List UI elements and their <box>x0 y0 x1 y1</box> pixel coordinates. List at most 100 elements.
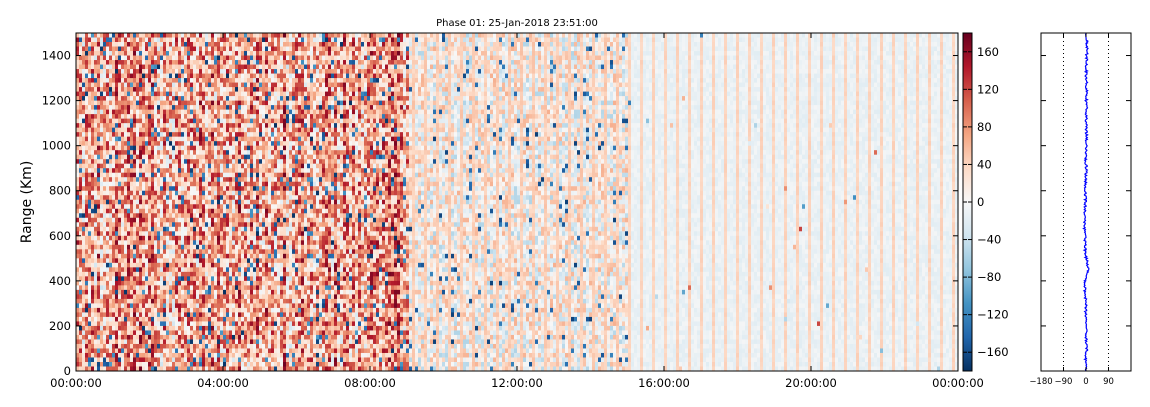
heatmap-cell <box>190 96 194 101</box>
heatmap-cell <box>259 307 263 313</box>
heatmap-cell <box>211 258 215 264</box>
heatmap-cell <box>106 136 110 142</box>
heatmap-cell <box>196 226 200 232</box>
heatmap-cell <box>97 91 101 97</box>
heatmap-cell <box>181 114 185 120</box>
heatmap-cell <box>82 114 86 120</box>
heatmap-cell <box>85 325 89 331</box>
heatmap-cell <box>97 289 101 295</box>
heatmap-cell <box>211 60 215 65</box>
heatmap-cell <box>172 253 176 259</box>
heatmap-cell <box>154 280 158 286</box>
heatmap-cell <box>157 181 161 187</box>
heatmap-cell <box>88 177 92 183</box>
heatmap-cell <box>178 303 182 309</box>
heatmap-cell <box>118 307 122 313</box>
heatmap-cell <box>196 82 200 88</box>
heatmap-cell <box>178 204 182 210</box>
heatmap-cell <box>151 177 155 183</box>
heatmap-cell <box>169 190 173 196</box>
heatmap-cell <box>121 258 125 264</box>
heatmap-cell <box>115 145 119 151</box>
heatmap-cell <box>268 231 272 237</box>
heatmap-cell <box>139 177 143 183</box>
heatmap-cell <box>259 343 263 349</box>
heatmap-cell <box>139 366 143 371</box>
heatmap-cell <box>178 64 182 70</box>
heatmap-cell <box>199 37 203 43</box>
heatmap-cell <box>91 280 95 286</box>
heatmap-cell <box>271 190 275 196</box>
heatmap-cell <box>253 114 257 120</box>
heatmap-cell <box>85 109 89 115</box>
heatmap-cell <box>94 352 98 358</box>
heatmap-cell <box>169 303 173 309</box>
heatmap-cell <box>181 298 185 304</box>
heatmap-cell <box>109 213 113 219</box>
heatmap-cell <box>214 316 218 322</box>
heatmap-cell <box>103 240 107 246</box>
heatmap-cell <box>223 316 227 322</box>
heatmap-cell <box>256 82 260 88</box>
heatmap-cell <box>82 312 86 318</box>
heatmap-cell <box>244 276 248 282</box>
heatmap-cell <box>88 190 92 196</box>
heatmap-cell <box>88 271 92 277</box>
heatmap-cell <box>145 163 149 169</box>
heatmap-cell <box>214 352 218 358</box>
heatmap-cell <box>235 37 239 43</box>
heatmap-cell <box>76 168 80 174</box>
heatmap-cell <box>205 289 209 295</box>
heatmap-cell <box>91 177 95 183</box>
heatmap-cell <box>235 145 239 151</box>
heatmap-cell <box>208 366 212 371</box>
heatmap-cell <box>106 285 110 291</box>
heatmap-cell <box>244 60 248 65</box>
heatmap-cell <box>226 168 230 174</box>
heatmap-cell <box>238 123 242 129</box>
heatmap-cell <box>193 177 197 183</box>
heatmap-cell <box>175 312 179 318</box>
heatmap-cell <box>205 361 209 367</box>
heatmap-cell <box>229 244 233 250</box>
heatmap-cell <box>106 172 110 178</box>
heatmap-cell <box>97 109 101 115</box>
heatmap-cell <box>151 361 155 367</box>
heatmap-cell <box>100 60 104 65</box>
heatmap-cell <box>247 240 251 246</box>
heatmap-cell <box>94 118 98 124</box>
heatmap-cell <box>238 55 242 61</box>
heatmap-cell <box>169 195 173 201</box>
heatmap-cell <box>100 366 104 371</box>
heatmap-cell <box>115 96 119 101</box>
heatmap-cell <box>154 267 158 273</box>
heatmap-cell <box>250 321 254 327</box>
heatmap-cell <box>196 204 200 210</box>
heatmap-cell <box>190 154 194 160</box>
heatmap-cell <box>79 186 83 192</box>
heatmap-cell <box>247 217 251 223</box>
heatmap-cell <box>100 339 104 345</box>
heatmap-cell <box>265 204 269 210</box>
heatmap-cell <box>214 285 218 291</box>
heatmap-cell <box>241 213 245 219</box>
heatmap-cell <box>148 69 152 74</box>
heatmap-cell <box>88 325 92 331</box>
heatmap-cell <box>76 73 80 79</box>
heatmap-cell <box>145 222 149 228</box>
heatmap-cell <box>166 343 170 349</box>
heatmap-cell <box>121 78 125 83</box>
heatmap-cell <box>163 339 167 345</box>
heatmap-cell <box>133 199 137 205</box>
heatmap-cell <box>265 217 269 223</box>
heatmap-cell <box>262 190 266 196</box>
heatmap-cell <box>100 154 104 160</box>
heatmap-cell <box>199 114 203 120</box>
heatmap-cell <box>115 208 119 214</box>
heatmap-cell <box>217 51 221 56</box>
heatmap-cell <box>154 42 158 47</box>
heatmap-cell <box>247 114 251 120</box>
heatmap-cell <box>223 69 227 74</box>
heatmap-cell <box>226 217 230 223</box>
heatmap-cell <box>109 325 113 331</box>
